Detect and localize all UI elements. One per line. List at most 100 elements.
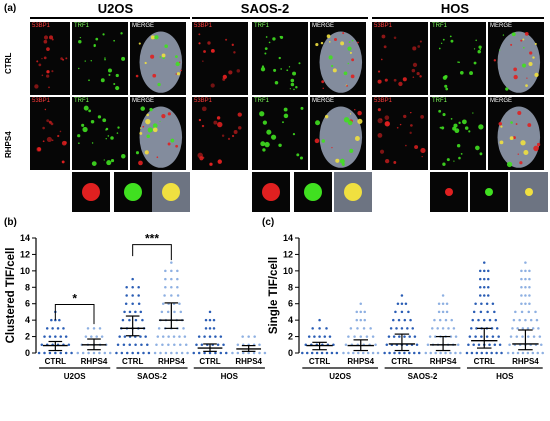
focus-dot	[159, 120, 161, 123]
data-point	[541, 351, 544, 355]
data-point	[59, 351, 62, 355]
focus-dot	[499, 140, 504, 145]
channel-label-merge: MERGE	[312, 23, 335, 29]
data-point	[212, 327, 216, 330]
focus-dot	[238, 126, 242, 130]
data-point	[197, 351, 201, 355]
focus-dot	[104, 57, 106, 59]
focus-dot	[331, 146, 333, 149]
x-category-label: CTRL	[199, 357, 220, 366]
focus-dot	[346, 84, 348, 87]
data-point	[483, 277, 486, 281]
focus-dot	[513, 136, 516, 140]
x-category-label: CTRL	[309, 357, 330, 366]
focus-dot	[393, 161, 397, 164]
data-point	[434, 351, 437, 355]
focus-dot	[458, 61, 460, 64]
data-point	[508, 343, 511, 347]
data-point	[84, 335, 88, 338]
focus-dot	[412, 76, 415, 79]
data-point	[163, 294, 166, 297]
data-point	[493, 310, 496, 314]
data-point	[48, 335, 52, 338]
data-point	[429, 351, 432, 355]
focus-dot	[524, 32, 529, 36]
focus-dot	[175, 55, 178, 59]
panel-label-a: (a)	[4, 3, 17, 14]
data-point	[395, 327, 398, 330]
focus-dot	[505, 87, 509, 91]
focus-dot	[335, 158, 340, 163]
data-point	[195, 343, 198, 347]
focus-dot	[456, 144, 461, 148]
focus-dot	[449, 35, 452, 38]
focus-dot	[513, 74, 518, 80]
focus-dot	[442, 75, 447, 80]
data-point	[115, 351, 118, 355]
data-point	[180, 351, 184, 355]
focus-dot	[135, 74, 139, 78]
data-point	[197, 335, 201, 338]
data-point	[403, 318, 407, 322]
focus-dot	[48, 86, 50, 89]
focus-dot	[43, 39, 48, 44]
data-point	[528, 286, 531, 289]
data-point	[95, 335, 98, 338]
data-point	[415, 343, 419, 347]
micrograph-saos2-rhps4-green: TRF1	[252, 97, 308, 170]
focus-dot	[43, 56, 47, 60]
data-point	[371, 335, 375, 338]
data-point	[131, 294, 134, 297]
focus-dot	[439, 126, 442, 129]
focus-dot	[500, 125, 503, 128]
data-point	[62, 327, 65, 330]
focus-dot	[201, 106, 207, 112]
data-point	[537, 327, 540, 330]
data-point	[374, 343, 377, 347]
data-point	[219, 351, 223, 355]
data-point	[456, 343, 460, 347]
zoom-inset-u2os-red	[72, 172, 110, 212]
data-point	[413, 335, 417, 338]
focus-dot	[411, 68, 416, 73]
row-label-rhps4: RHPS4	[4, 131, 13, 158]
focus-dot	[198, 33, 201, 36]
focus-dot	[398, 81, 403, 87]
data-point	[325, 351, 329, 355]
data-point	[160, 310, 164, 314]
data-point	[474, 335, 477, 338]
data-point	[103, 351, 107, 355]
data-point	[51, 327, 54, 330]
data-point	[307, 335, 311, 338]
data-point	[491, 335, 495, 338]
data-point	[486, 310, 489, 314]
x-category-label: RHPS4	[512, 357, 539, 366]
focus-dot	[65, 57, 68, 60]
data-point	[86, 327, 90, 330]
focus-dot	[446, 158, 450, 162]
data-point	[208, 335, 212, 338]
focus-dot	[493, 59, 497, 62]
data-point	[408, 351, 411, 355]
data-point	[407, 310, 410, 314]
data-point	[406, 327, 409, 330]
data-point	[424, 351, 428, 355]
focus-dot	[105, 138, 107, 140]
focus-dot	[460, 152, 463, 155]
inset-focus	[445, 188, 453, 196]
zoom-inset-saos2-merge	[334, 172, 372, 212]
data-point	[176, 294, 180, 297]
data-point	[449, 335, 453, 338]
data-point	[357, 351, 360, 355]
data-point	[521, 335, 524, 338]
focus-dot	[268, 41, 271, 44]
focus-dot	[46, 47, 50, 51]
nucleus-shape	[497, 31, 541, 93]
focus-dot	[36, 60, 39, 63]
data-point	[81, 351, 85, 355]
focus-dot	[228, 70, 233, 75]
focus-dot	[213, 120, 218, 125]
data-point	[318, 327, 321, 330]
focus-dot	[138, 160, 143, 166]
